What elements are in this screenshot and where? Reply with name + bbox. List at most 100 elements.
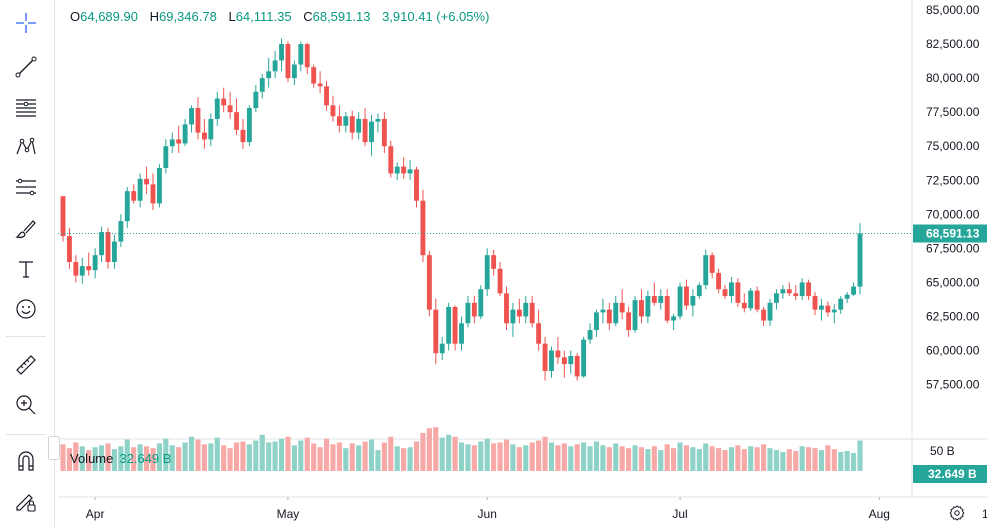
y-tick-label: 85,000.00 (926, 3, 980, 17)
candle-body (446, 306, 452, 344)
volume-bar (458, 442, 465, 471)
volume-bar (439, 437, 445, 471)
candle-body (304, 44, 310, 68)
candle-body (703, 255, 709, 286)
volume-bar (368, 439, 375, 471)
volume-bar (233, 442, 240, 471)
volume-bar (375, 450, 381, 471)
volume-bar (471, 445, 477, 471)
y-tick-label: 72,500.00 (926, 173, 980, 187)
volume-bar (407, 447, 413, 471)
candle-body (124, 191, 130, 222)
candle-body (240, 129, 246, 143)
candle-body (606, 309, 612, 324)
candle-body (491, 255, 497, 269)
ruler-icon[interactable] (9, 348, 43, 382)
volume-bar (105, 443, 111, 471)
volume-bar (857, 440, 863, 471)
candle-body (523, 302, 529, 317)
crosshair-icon[interactable] (9, 6, 43, 40)
volume-bar (60, 444, 66, 471)
horizontal-lines-icon[interactable] (9, 90, 43, 124)
candle-body (709, 255, 715, 273)
candle-body (818, 305, 824, 310)
volume-bar (619, 446, 625, 471)
candle-body (684, 286, 689, 306)
candle-body (111, 241, 117, 262)
candle-body (478, 289, 484, 317)
candle-body (716, 272, 722, 290)
volume-bar (291, 445, 297, 471)
volume-bar (555, 445, 561, 471)
volume-bar (111, 449, 117, 471)
volume-bar (195, 439, 201, 471)
candle-body (279, 44, 284, 61)
candle-body (696, 285, 702, 297)
candle-body (651, 296, 657, 303)
x-tick-label: Jun (478, 507, 497, 521)
volume-bar (330, 444, 336, 471)
volume-bar (786, 449, 792, 471)
volume-bar (150, 448, 156, 471)
volume-bar (118, 446, 124, 471)
brush-icon[interactable] (9, 212, 43, 246)
candle-body (439, 343, 445, 354)
volume-bar (388, 436, 394, 471)
volume-bar (208, 443, 214, 471)
volume-bar (651, 446, 657, 471)
volume-bar (716, 448, 722, 471)
fib-icon[interactable] (9, 170, 43, 204)
candle-body (266, 71, 272, 79)
candle-body (542, 343, 548, 371)
candle-body (761, 309, 767, 321)
volume-last-badge (913, 465, 987, 483)
zoom-icon[interactable] (9, 388, 43, 422)
candle-body (298, 44, 304, 65)
candle-body (137, 178, 143, 201)
collapse-toolbar-button[interactable] (48, 436, 60, 460)
x-tick-label: May (277, 507, 300, 521)
candle-body (176, 139, 182, 144)
volume-bar (272, 441, 278, 471)
volume-bar (799, 446, 805, 471)
candle-body (619, 302, 625, 313)
candle-body (336, 116, 342, 126)
volume-bar (336, 442, 342, 471)
pattern-icon[interactable] (9, 130, 43, 164)
candle-body (754, 290, 760, 310)
candle-body (812, 296, 818, 310)
volume-bar (703, 443, 709, 471)
volume-bar (285, 436, 291, 471)
candle-body (99, 232, 105, 256)
volume-bar (536, 440, 542, 471)
volume-bar (523, 445, 529, 471)
close-key: C (303, 9, 313, 24)
candle-body (79, 266, 85, 276)
candle-body (555, 350, 561, 358)
y-tick-label: 67,500.00 (926, 241, 980, 255)
magnet-icon[interactable] (9, 444, 43, 478)
volume-bar (767, 448, 773, 471)
candle-body (831, 309, 837, 313)
volume-bar (169, 445, 175, 471)
candle-body (234, 112, 239, 130)
text-icon[interactable] (9, 252, 43, 286)
volume-bar (748, 446, 754, 471)
candle-body (735, 282, 741, 303)
volume-bar (831, 449, 837, 471)
volume-bar (426, 428, 432, 471)
trend-line-icon[interactable] (9, 50, 43, 84)
candle-body (748, 290, 754, 309)
volume-bar (754, 447, 760, 471)
settings-icon[interactable] (949, 505, 965, 521)
candle-body (851, 286, 857, 295)
volume-bar (356, 445, 362, 471)
y-tick-label: 77,500.00 (926, 105, 980, 119)
candle-body (632, 300, 638, 331)
candle-body (388, 146, 394, 174)
candle-body (536, 323, 542, 344)
pencil-lock-icon[interactable] (9, 484, 43, 518)
emoji-icon[interactable] (9, 292, 43, 326)
x-tick-label: Jul (672, 507, 687, 521)
